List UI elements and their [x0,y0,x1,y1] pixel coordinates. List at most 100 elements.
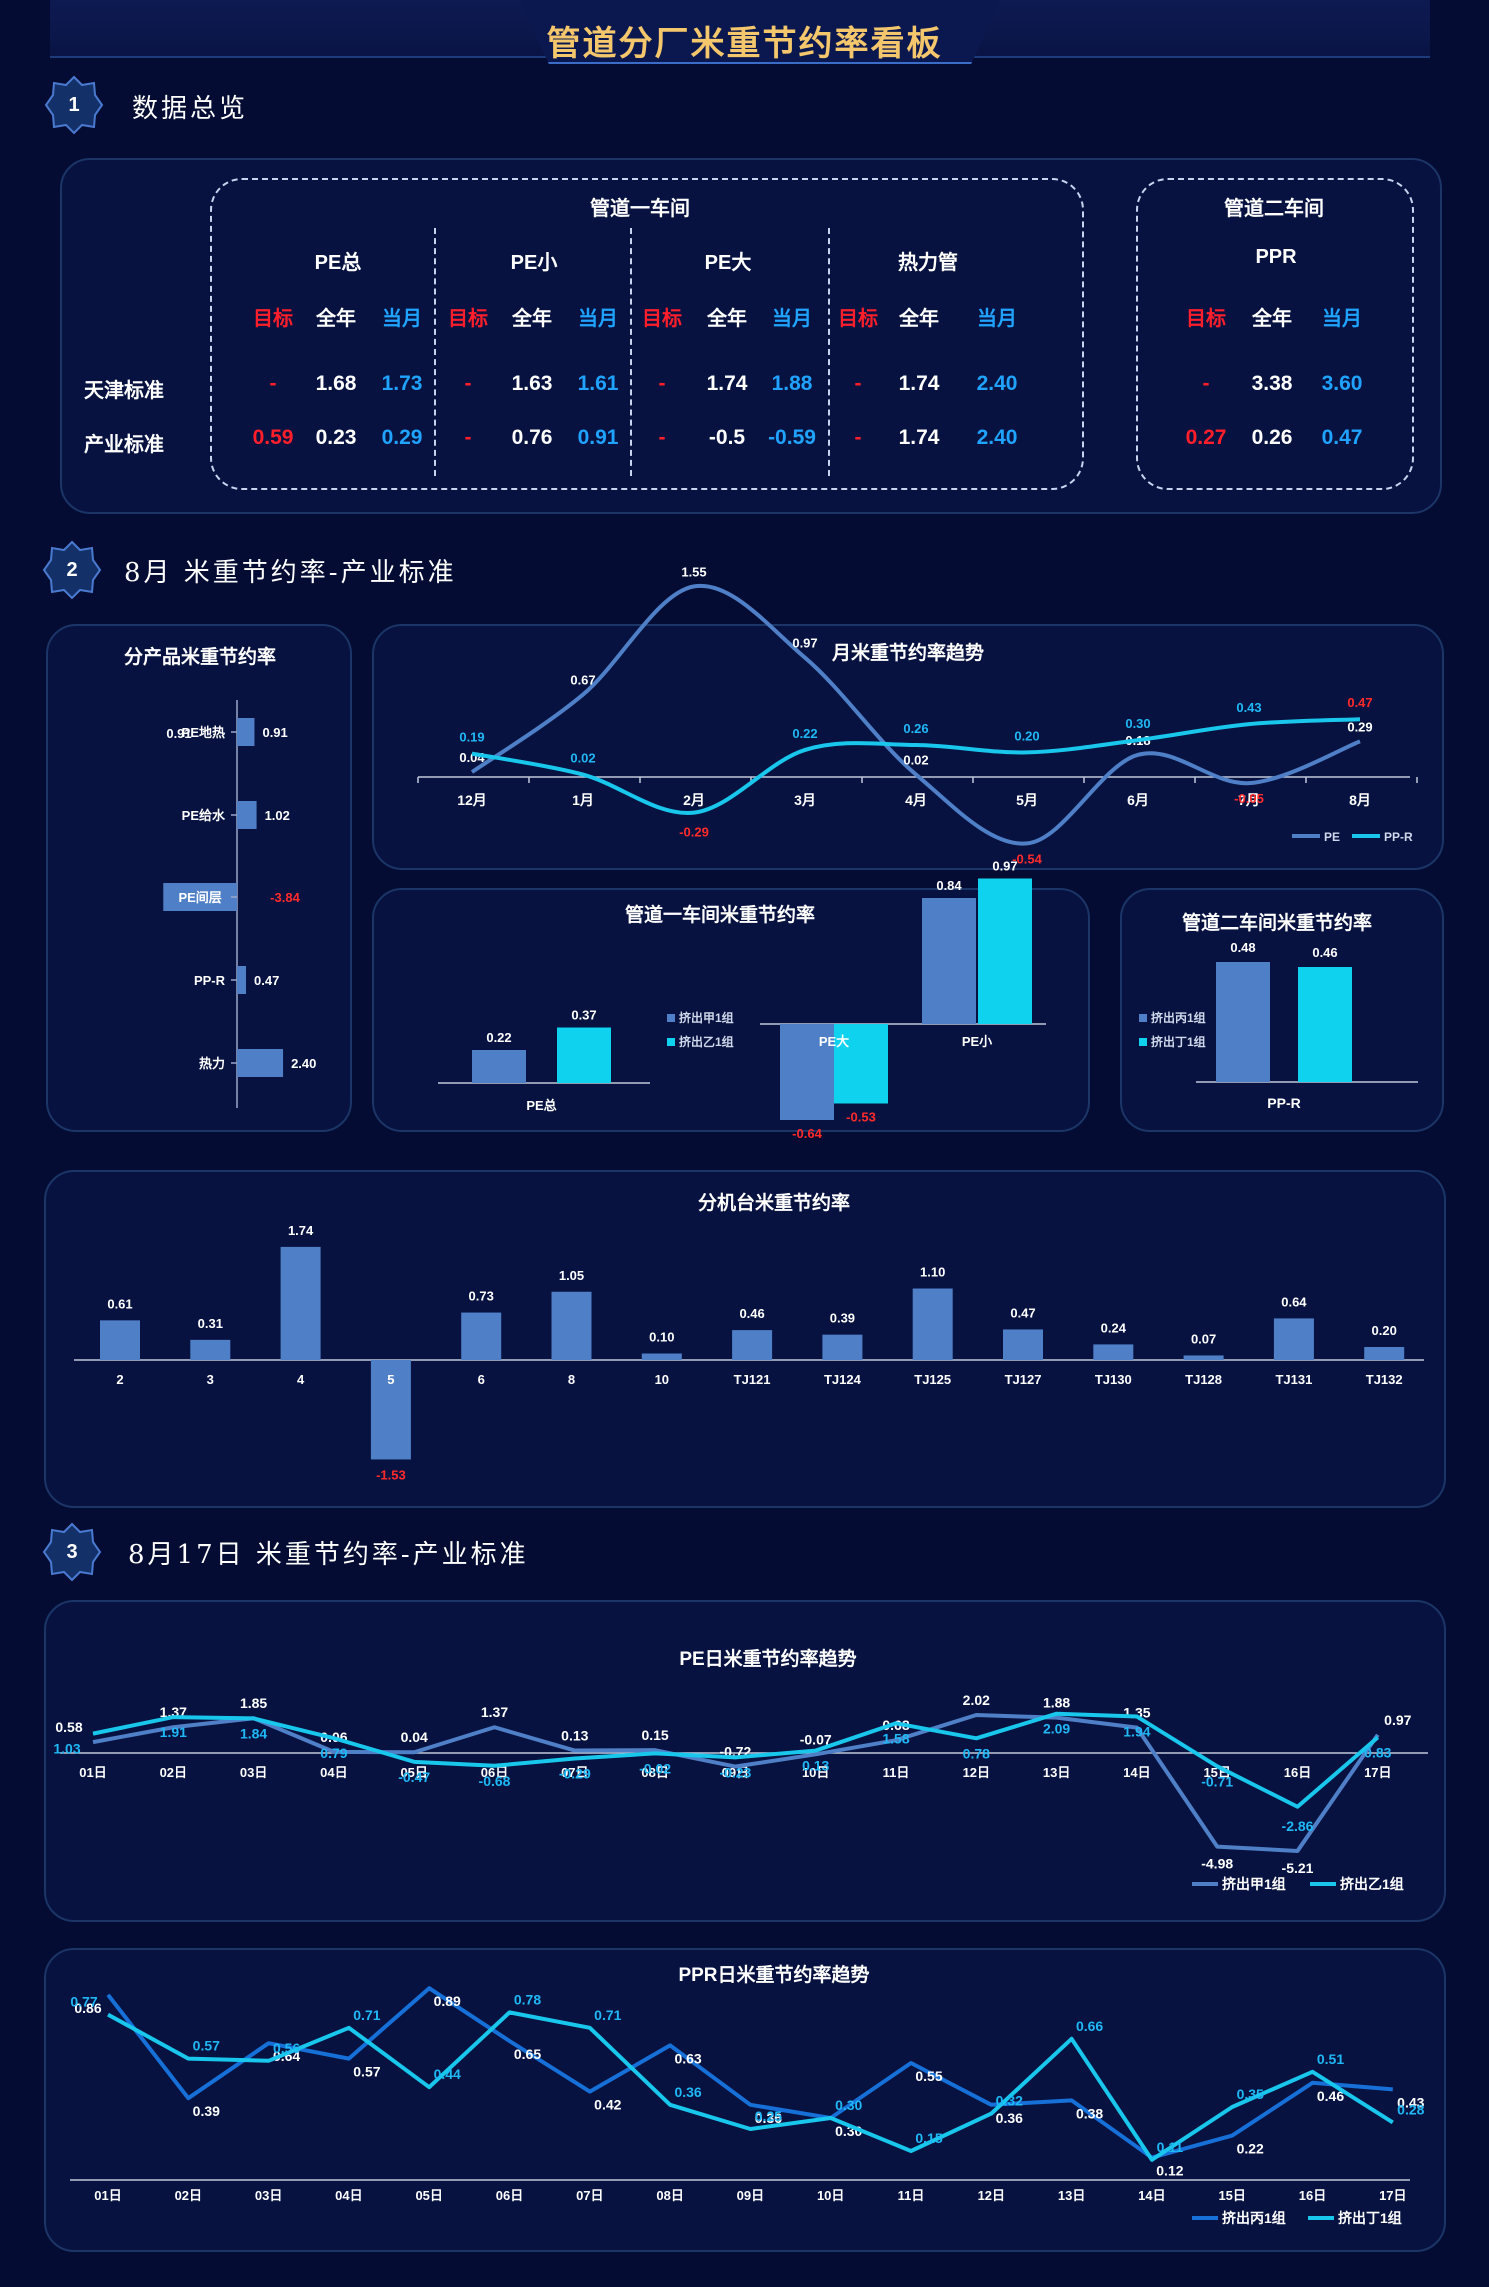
sub-header: 目标 [642,308,682,330]
kpi-value: 1.61 [577,372,619,395]
tick-label: TJ128 [1185,1372,1222,1387]
data-label: 0.66 [1076,2018,1103,2034]
chart-title-machines: 分机台米重节约率 [697,1193,851,1214]
data-label: 0.73 [469,1289,494,1304]
data-label: -0.02 [639,1760,671,1776]
data-label: 0.42 [594,2097,621,2113]
series-line-1 [107,2010,1394,2162]
kpi-value: 0.59 [252,426,294,449]
data-label: 0.07 [1191,1331,1216,1346]
data-label: 0.22 [1237,2141,1264,2157]
data-label: 0.83 [1364,1744,1391,1760]
legend-label: 挤出乙1组 [1340,1876,1404,1892]
data-label: 1.03 [53,1741,80,1757]
kpi-value: 1.74 [898,372,940,395]
data-label: 0.02 [903,753,928,768]
tick-label: 3 [207,1372,214,1387]
bar-product [237,966,247,994]
tick-label: 13日 [1043,1765,1070,1780]
legend-swatch [1139,1014,1147,1022]
sub-header: 当月 [382,308,422,330]
bar-machine [100,1320,140,1360]
group-header: 热力管 [898,252,958,274]
data-label: 0.57 [353,2064,380,2080]
bar-machine [370,1360,411,1460]
kpi-value: 0.47 [1321,426,1363,449]
legend-label: 挤出甲1组 [1222,1876,1286,1892]
tick-label: TJ131 [1275,1372,1312,1387]
data-label: 0.97 [1384,1712,1411,1728]
tick-label: 02日 [160,1765,187,1780]
sub-header: 当月 [1322,308,1362,330]
data-label: 1.05 [559,1268,584,1283]
data-label: -0.54 [1012,851,1042,866]
tick-label: TJ130 [1095,1372,1132,1387]
sub-header: 全年 [899,308,939,330]
data-label: -0.68 [479,1773,511,1789]
data-label: 0.46 [1312,945,1337,960]
bar-ws2 [1298,967,1352,1082]
legend-swatch [1139,1038,1147,1046]
data-label: 1.84 [240,1725,267,1741]
tick-label: TJ132 [1366,1372,1403,1387]
chart-title-monthly: 月米重节约率趋势 [831,643,985,664]
data-label: 1.85 [240,1695,267,1711]
sub-header: 当月 [578,308,618,330]
tick-label: 14日 [1138,2188,1165,2203]
series-line-1 [471,717,1361,815]
data-label: 1.74 [288,1223,314,1238]
legend-label: 挤出丁1组 [1151,1034,1206,1049]
tick-label: PE给水 [182,808,226,823]
data-label: 0.71 [353,2007,380,2023]
data-label: -0.71 [1201,1773,1233,1789]
divider [434,228,436,476]
data-label: 0.36 [996,2110,1023,2126]
data-label: -0.64 [792,1126,822,1141]
data-label: 0.22 [486,1030,511,1045]
data-label: 1.88 [1043,1695,1070,1711]
data-label: 0.02 [570,751,595,766]
legend-label: 挤出乙1组 [679,1034,734,1049]
data-label: 0.15 [915,2130,942,2146]
data-label: 0.91 [262,725,287,740]
tick-label: 热力 [199,1056,225,1071]
group-header: PPR [1255,246,1297,268]
data-label: 0.84 [936,878,962,893]
tick-label: TJ125 [914,1372,951,1387]
data-label: 2.40 [291,1056,316,1071]
kpi-value: 1.73 [381,372,423,395]
tick-label: 17日 [1364,1765,1391,1780]
data-label: 0.04 [401,1729,428,1745]
tick-label: 5月 [1016,792,1038,808]
data-label: 1.58 [882,1730,909,1746]
data-label: 0.28 [1397,2101,1424,2117]
bar-product [237,718,255,746]
kpi-value: -0.5 [708,426,746,449]
group-header: PE总 [314,252,362,274]
tick-label: 6月 [1127,792,1149,808]
legend-swatch [667,1014,675,1022]
bar-machine [190,1339,231,1360]
data-label: 0.47 [1347,695,1372,710]
tick-label: 8月 [1349,792,1371,808]
tick-label: 8 [568,1372,575,1387]
ws2-box [1136,178,1414,490]
section-title-1: 数据总览 [132,94,249,124]
data-label: 0.43 [1397,2094,1424,2110]
tick-label: PE小 [962,1034,992,1049]
section-title-2: 8月 米重节约率-产业标准 [124,558,457,588]
ws2-title: 管道二车间 [1224,198,1324,220]
section-title-3: 8月17日 米重节约率-产业标准 [128,1540,529,1570]
tick-label: 07日 [561,1765,588,1780]
sub-header: 全年 [707,308,747,330]
bar-product [237,1049,284,1077]
data-label: 1.02 [265,808,290,823]
group-header: PE小 [510,252,558,274]
data-label: 0.29 [1347,719,1372,734]
data-label: 0.30 [1125,716,1150,731]
bar-ws2 [1216,962,1270,1082]
data-label: 0.77 [70,1994,97,2010]
kpi-value: 1.74 [706,372,748,395]
kpi-value: 0.26 [1251,426,1293,449]
